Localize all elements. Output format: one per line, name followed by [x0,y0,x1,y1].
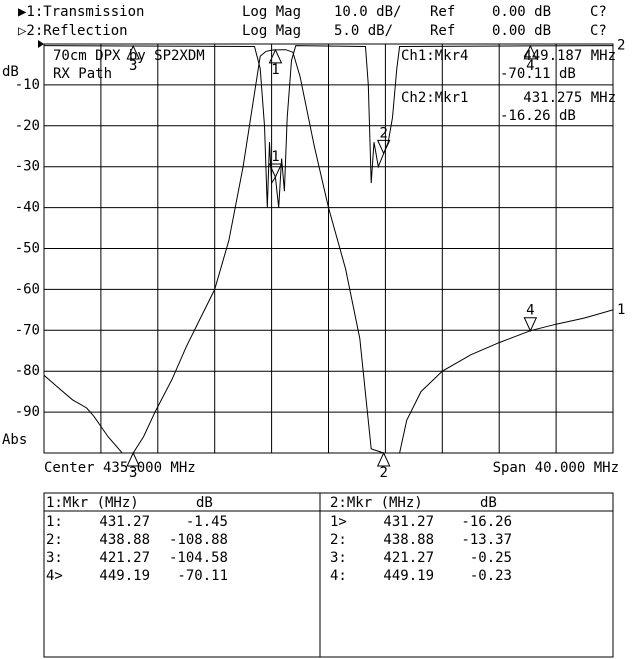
y-tick-label: -20 [15,118,40,134]
marker-label: 1 [271,149,279,165]
table-cell: -0.25 [470,550,512,566]
table-cell: -13.37 [461,532,512,548]
trace-label: 2 [617,38,625,54]
y-tick-label: -60 [15,281,40,297]
header-field: C? [590,23,607,39]
header-field: 10.0 dB/ [334,4,401,20]
table-cell: 4: [330,568,347,584]
table-frame [43,492,614,658]
table-cell: -16.26 [461,514,512,530]
table-cell: 421.27 [99,550,150,566]
readout-name: Ch1:Mkr4 [401,48,468,64]
table-cell: -104.58 [169,550,228,566]
header-field: ▶1:Transmission [18,4,144,20]
marker-label: 3 [129,465,137,481]
marker [268,48,283,64]
marker [376,451,391,467]
table-cell: 1: [46,514,63,530]
table-cell: -0.23 [470,568,512,584]
table-cell: 438.88 [383,532,434,548]
table-cell: 449.19 [99,568,150,584]
table-cell: 421.27 [383,550,434,566]
readout-value: -70.11 dB [500,66,576,82]
marker [126,451,140,467]
y-tick-label: -40 [15,200,40,216]
header-field: Ref [430,23,455,39]
table-cell: 2: [46,532,63,548]
table-header: 1:Mkr (MHz) [46,495,139,511]
ref-pointer [38,40,44,48]
table-cell: 4> [46,568,63,584]
y-tick-label: -70 [15,322,40,338]
table-cell: -70.11 [177,568,228,584]
table-cell: 431.27 [99,514,150,530]
marker [376,139,391,155]
y-tick-label: -80 [15,363,40,379]
readout-freq: 431.275 MHz [523,90,616,106]
table-header: dB [480,495,497,511]
trace-group [44,45,613,453]
marker [523,317,538,332]
header-field: 5.0 dB/ [334,23,393,39]
readout-value: -16.26 dB [500,108,576,124]
y-tick-label: -10 [15,77,40,93]
marker-label: 2 [379,465,387,481]
y-format: Abs [2,432,27,448]
y-tick-label: -30 [15,159,40,175]
marker-label: 3 [129,58,137,74]
readout-freq: 449.187 MHz [523,48,616,64]
marker [126,44,140,60]
y-tick-label: -50 [15,241,40,257]
table-cell: 438.88 [99,532,150,548]
marker [268,163,283,179]
table-cell: -1.45 [186,514,228,530]
table-cell: 3: [46,550,63,566]
table-cell: 3: [330,550,347,566]
table-header: dB [196,495,213,511]
table-header: 2:Mkr (MHz) [330,495,423,511]
table-cell: 431.27 [383,514,434,530]
header-field: 0.00 dB [492,4,551,20]
trace [44,45,613,208]
header-field: C? [590,4,607,20]
header-field: Log Mag [242,23,301,39]
y-unit: dB [2,64,19,80]
marker-label: 4 [526,58,534,74]
header-field: 0.00 dB [492,23,551,39]
header-field: Log Mag [242,4,301,20]
table-cell: -108.88 [169,532,228,548]
table-cell: 2: [330,532,347,548]
header-field: Ref [430,4,455,20]
header-field: ▷2:Reflection [18,23,128,39]
chart-subtitle: RX Path [53,66,112,82]
table-cell: 1> [330,514,347,530]
span-label: Span 40.000 MHz [493,460,619,476]
trace [44,49,613,453]
trace-label: 1 [617,302,625,318]
y-tick-label: -90 [15,404,40,420]
center-label: Center 435.000 MHz [44,460,196,476]
marker-label: 1 [271,62,279,78]
table-cell: 449.19 [383,568,434,584]
marker-label: 2 [379,125,387,141]
readout-name: Ch2:Mkr1 [401,90,468,106]
marker-label: 4 [526,303,534,319]
marker [523,44,538,60]
